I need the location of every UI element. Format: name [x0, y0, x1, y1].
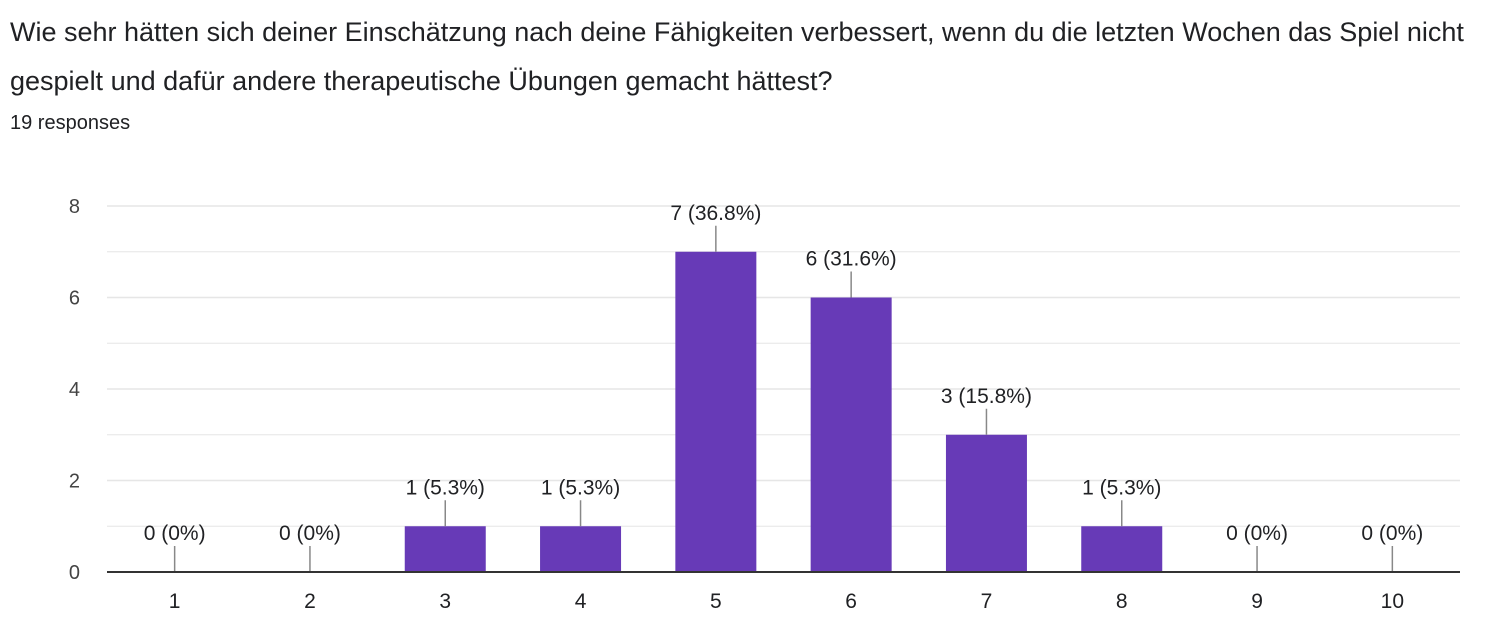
response-count: 19 responses: [10, 112, 131, 134]
y-tick-label: 2: [69, 471, 80, 493]
x-tick-label: 8: [1116, 590, 1128, 613]
bar: [404, 526, 486, 572]
data-label: 6 (31.6%): [806, 248, 897, 271]
data-label: 1 (5.3%): [1082, 476, 1161, 499]
x-tick-label: 4: [575, 590, 587, 613]
y-tick-label: 4: [69, 379, 80, 401]
bar: [540, 526, 622, 572]
y-tick-label: 0: [69, 562, 80, 584]
bar: [810, 297, 892, 572]
y-tick-label: 8: [69, 196, 80, 218]
x-tick-label: 5: [710, 590, 722, 613]
y-tick-label: 6: [69, 288, 80, 310]
bar: [675, 251, 757, 572]
data-label: 0 (0%): [279, 522, 341, 545]
data-label: 7 (36.8%): [670, 202, 761, 225]
x-tick-label: 2: [304, 590, 316, 613]
x-tick-label: 1: [169, 590, 181, 613]
x-tick-label: 10: [1381, 590, 1404, 613]
data-label: 0 (0%): [144, 522, 206, 545]
bar: [945, 434, 1027, 572]
data-label: 1 (5.3%): [406, 476, 485, 499]
data-label: 3 (15.8%): [941, 385, 1032, 408]
question-title: Wie sehr hätten sich deiner Einschätzung…: [10, 17, 1464, 96]
x-tick-label: 6: [845, 590, 857, 613]
bar: [1081, 526, 1163, 572]
data-label: 1 (5.3%): [541, 476, 620, 499]
x-tick-label: 9: [1251, 590, 1263, 613]
x-tick-label: 3: [439, 590, 451, 613]
data-label: 0 (0%): [1226, 522, 1288, 545]
data-label: 0 (0%): [1361, 522, 1423, 545]
x-tick-label: 7: [981, 590, 993, 613]
